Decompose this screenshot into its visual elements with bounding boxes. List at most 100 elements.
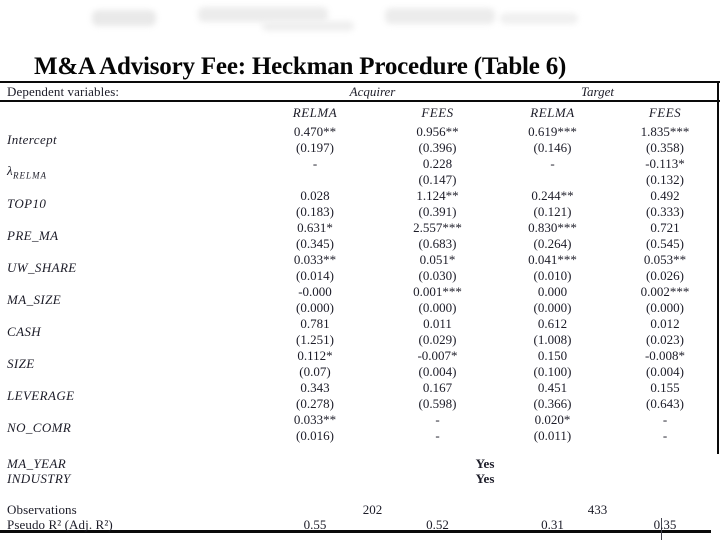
standard-error-value: (1.008) xyxy=(533,332,572,347)
fixed-effect-row: MA_YEAR Yes xyxy=(0,456,720,471)
standard-error-value: (0.016) xyxy=(296,428,334,443)
coefficient-value: 0.051* xyxy=(419,252,456,267)
standard-error-value: (0.030) xyxy=(418,268,457,283)
standard-error-value: (0.010) xyxy=(533,268,572,283)
coefficient-value: 2.557*** xyxy=(413,220,462,235)
coefficient-cell: 2.557*** (0.683) xyxy=(380,220,495,252)
coefficient-cell: 0.492 (0.333) xyxy=(610,188,720,220)
coefficient-value: 0.830*** xyxy=(528,220,577,235)
pseudo-r2-value: 0.35 xyxy=(653,517,677,532)
standard-error-value: - xyxy=(662,428,668,443)
standard-error-value: (0.014) xyxy=(296,268,334,283)
standard-error-value xyxy=(250,172,380,188)
standard-error-value: (0.023) xyxy=(646,332,684,347)
fixed-effect-rows: MA_YEAR Yes INDUSTRY Yes xyxy=(0,456,720,486)
row-label: SIZE xyxy=(7,356,35,371)
standard-error-value: (0.366) xyxy=(533,396,572,411)
standard-error-value: (0.000) xyxy=(646,300,684,315)
dependent-variables-label: Dependent variables: xyxy=(7,84,120,99)
coefficient-value: 0.612 xyxy=(537,316,568,331)
coefficient-cell: 0.721 (0.545) xyxy=(610,220,720,252)
table-top-rule xyxy=(0,81,720,83)
coefficient-cell: -0.113* (0.132) xyxy=(610,156,720,188)
pseudo-r2-value: 0.52 xyxy=(426,517,449,532)
standard-error-value: (0.121) xyxy=(533,204,572,219)
row-label-subscript: RELMA xyxy=(13,170,48,181)
table-row: MA_SIZE -0.000 (0.000) 0.001*** (0.000) 0.000… xyxy=(0,284,720,316)
coefficient-value: 0.721 xyxy=(650,220,680,235)
coefficient-cell: 0.033** (0.014) xyxy=(250,252,380,284)
coefficient-value: 1.124** xyxy=(416,188,459,203)
standard-error-value: (0.147) xyxy=(418,172,457,187)
row-label: CASH xyxy=(7,324,42,339)
coefficient-cell: 0.011 (0.029) xyxy=(380,316,495,348)
coefficient-value: 0.619*** xyxy=(528,124,577,139)
slide-title: M&A Advisory Fee: Heckman Procedure (Tab… xyxy=(34,52,567,80)
standard-error-value: (0.011) xyxy=(533,428,572,443)
standard-error-value: (0.132) xyxy=(646,172,684,187)
pseudo-r2-row: Pseudo R² (Adj. R²) 0.55 0.52 0.31 0.35 xyxy=(0,517,720,532)
column-header-acquirer-fees: FEES xyxy=(421,105,454,120)
coefficient-value: 0.012 xyxy=(650,316,680,331)
coefficient-value: 0.053** xyxy=(643,252,687,267)
fixed-effect-value: Yes xyxy=(475,456,495,471)
standard-error-value: (0.000) xyxy=(296,300,334,315)
row-label: MA_YEAR xyxy=(7,456,67,471)
coefficient-cell: 0.150 (0.100) xyxy=(495,348,610,380)
coefficient-cell: 0.041*** (0.010) xyxy=(495,252,610,284)
standard-error-value: (0.345) xyxy=(296,236,334,251)
standard-error-value: (0.004) xyxy=(418,364,457,379)
coefficient-cell: 1.124** (0.391) xyxy=(380,188,495,220)
column-header-acquirer-relma: RELMA xyxy=(292,105,338,120)
coefficient-value: 0.041*** xyxy=(528,252,577,267)
coefficient-cell: 0.956** (0.396) xyxy=(380,124,495,156)
table-row: TOP10 0.028 (0.183) 1.124** (0.391) 0.244** (0… xyxy=(0,188,720,220)
standard-error-value: - xyxy=(435,428,440,443)
standard-error-value: (0.026) xyxy=(646,268,684,283)
background-artifact xyxy=(92,10,156,26)
column-header-spacer xyxy=(0,100,250,126)
coefficient-value: 0.020* xyxy=(534,412,571,427)
table-header-rule xyxy=(0,100,720,102)
row-label: Pseudo R² (Adj. R²) xyxy=(7,517,113,532)
standard-error-value: (0.643) xyxy=(646,396,684,411)
coefficient-value: 0.112* xyxy=(297,348,333,363)
pseudo-r2-value: 0.55 xyxy=(303,517,327,532)
standard-error-value: (0.545) xyxy=(646,236,684,251)
row-label: PRE_MA xyxy=(7,228,59,243)
coefficient-cell: 0.619*** (0.146) xyxy=(495,124,610,156)
row-label: Observations xyxy=(7,502,77,517)
standard-error-value: (0.100) xyxy=(533,364,572,379)
coefficient-value: 0.167 xyxy=(422,380,453,395)
background-artifact xyxy=(500,13,578,24)
standard-error-value: (0.396) xyxy=(418,140,457,155)
standard-error-value: (0.146) xyxy=(533,140,572,155)
standard-error-value: (0.264) xyxy=(533,236,572,251)
row-label: MA_SIZE xyxy=(7,292,62,307)
column-header-target-relma: RELMA xyxy=(530,105,575,120)
coefficient-value: 0.001*** xyxy=(413,284,462,299)
standard-error-value: (0.197) xyxy=(296,140,334,155)
coefficient-cell: 0.612 (1.008) xyxy=(495,316,610,348)
observations-row: Observations 202 433 xyxy=(0,502,720,517)
coefficient-cell: 0.155 (0.643) xyxy=(610,380,720,412)
coefficient-value: 0.343 xyxy=(300,380,330,395)
coefficient-cell: 0.830*** (0.264) xyxy=(495,220,610,252)
column-header-target-fees: FEES xyxy=(648,105,682,120)
standard-error-value: (0.07) xyxy=(299,364,331,379)
coefficient-value: 0.000 xyxy=(537,284,568,299)
table-row: LEVERAGE 0.343 (0.278) 0.167 (0.598) 0.451 (0.… xyxy=(0,380,720,412)
standard-error-value: (0.004) xyxy=(646,364,684,379)
table-bottom-tick xyxy=(661,518,662,540)
coefficient-rows: Intercept 0.470** (0.197) 0.956** (0.396) 0.6… xyxy=(0,124,720,444)
coefficient-cell: -0.000 (0.000) xyxy=(250,284,380,316)
coefficient-cell: 0.000 (0.000) xyxy=(495,284,610,316)
coefficient-value: 0.631* xyxy=(297,220,333,235)
row-label: INDUSTRY xyxy=(7,471,71,486)
coefficient-cell: 0.244** (0.121) xyxy=(495,188,610,220)
dependent-variables-row: Dependent variables: Acquirer Target xyxy=(0,83,720,100)
coefficient-value: 0.781 xyxy=(300,316,330,331)
coefficient-value: - xyxy=(435,412,440,427)
coefficient-cell: 0.033** (0.016) xyxy=(250,412,380,444)
